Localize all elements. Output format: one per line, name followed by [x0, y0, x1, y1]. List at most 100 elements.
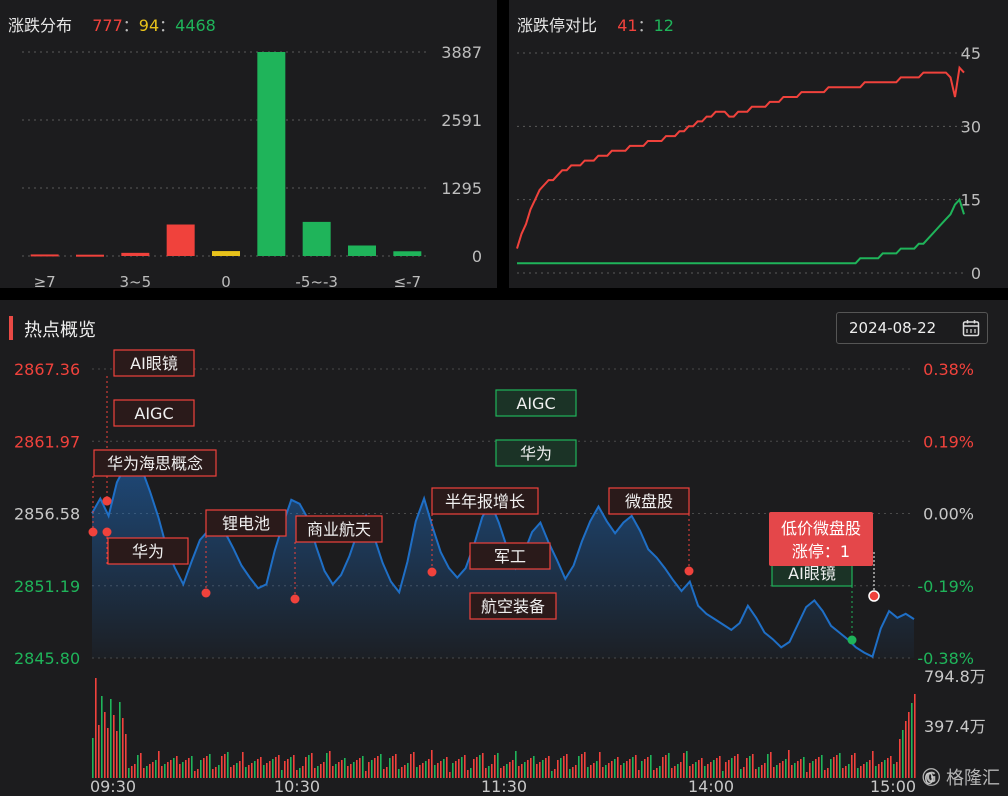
y-tick-label-right: 0.00%: [923, 505, 974, 524]
marker-box[interactable]: [469, 592, 557, 620]
volume-bar: [812, 761, 814, 778]
volume-bar: [692, 764, 694, 778]
volume-bar: [152, 762, 154, 778]
volume-bar: [671, 768, 673, 778]
volume-bar: [623, 763, 625, 778]
bar: [121, 252, 150, 256]
volume-bar: [734, 756, 736, 778]
volume-bar: [638, 770, 640, 778]
marker-box[interactable]: [469, 542, 551, 570]
volume-bar: [488, 766, 490, 778]
marker-box[interactable]: [107, 537, 189, 565]
volume-bar: [326, 753, 328, 778]
marker-label: 华为: [132, 542, 164, 561]
volume-bar: [641, 761, 643, 778]
volume-bar: [284, 761, 286, 778]
volume-bar: [857, 768, 859, 778]
marker-box[interactable]: [431, 487, 539, 515]
tooltip-value: 涨停：1: [792, 542, 850, 561]
marker-box[interactable]: [295, 515, 383, 543]
volume-bar: [98, 725, 100, 778]
sep: ：: [637, 16, 654, 35]
volume-bar: [185, 760, 187, 778]
marker-dot[interactable]: [102, 527, 112, 537]
volume-bar: [887, 758, 889, 778]
volume-bar: [389, 758, 391, 778]
volume-bar: [779, 763, 781, 778]
marker-box[interactable]: [608, 487, 690, 515]
marker-dot[interactable]: [290, 594, 300, 604]
volume-bar: [479, 755, 481, 778]
marker-dot[interactable]: [847, 635, 857, 645]
marker-box[interactable]: [113, 349, 195, 377]
flat-count: 94: [138, 16, 160, 35]
y-tick-label: 2591: [441, 111, 482, 130]
marker-dot[interactable]: [102, 496, 112, 506]
marker-dot[interactable]: [201, 588, 211, 598]
volume-bar: [314, 768, 316, 778]
marker-box[interactable]: [113, 399, 195, 427]
volume-bar: [644, 759, 646, 778]
marker-box[interactable]: [495, 439, 577, 467]
volume-bar: [527, 760, 529, 778]
volume-bar: [608, 763, 610, 778]
volume-bar: [521, 764, 523, 778]
volume-bar: [266, 763, 268, 778]
x-tick-label: 09:30: [90, 777, 136, 796]
volume-bar: [770, 752, 772, 778]
up-count: 777: [92, 16, 123, 35]
volume-tick-label: 397.4万: [924, 717, 986, 736]
volume-bar: [653, 770, 655, 778]
volume-bar: [764, 763, 766, 778]
marker-label: 华为海思概念: [107, 454, 203, 473]
marker-box[interactable]: [93, 449, 217, 477]
marker-dot[interactable]: [88, 527, 98, 537]
volume-bar: [752, 754, 754, 778]
volume-bar: [233, 765, 235, 778]
volume-bar: [500, 768, 502, 778]
marker-dot[interactable]: [427, 567, 437, 577]
volume-bar: [761, 765, 763, 778]
x-tick-label: 0: [221, 273, 231, 288]
calendar-icon[interactable]: [962, 319, 980, 337]
marker-label: 军工: [494, 547, 526, 566]
volume-bar: [404, 765, 406, 778]
down-count: 4468: [175, 16, 216, 35]
ratio-panel: 涨跌停对比 41：12 45 30 15 0: [509, 0, 1008, 288]
volume-bar: [374, 758, 376, 778]
marker-dot[interactable]: [684, 566, 694, 576]
date-value: 2024-08-22: [849, 319, 937, 337]
volume-bar: [140, 753, 142, 778]
volume-bar: [860, 766, 862, 778]
marker-label: 华为: [520, 444, 552, 463]
volume-bar: [101, 696, 103, 778]
volume-bar: [896, 762, 898, 778]
volume-bar: [95, 678, 97, 778]
volume-bar: [539, 762, 541, 778]
date-picker[interactable]: 2024-08-22: [836, 312, 988, 344]
volume-bar: [557, 760, 559, 778]
volume-bar: [470, 768, 472, 778]
limit-down-count: 12: [653, 16, 674, 35]
volume-bar: [773, 767, 775, 778]
volume-bar: [767, 754, 769, 778]
volume-tick-label: 794.8万: [924, 667, 986, 686]
volume-bar: [377, 756, 379, 778]
volume-bar: [758, 767, 760, 778]
volume-bar: [650, 755, 652, 778]
tooltip-dot: [868, 590, 880, 602]
volume-bar: [689, 766, 691, 778]
volume-bar: [278, 755, 280, 778]
marker-box[interactable]: [495, 389, 577, 417]
volume-bar: [563, 756, 565, 778]
volume-bar: [866, 762, 868, 778]
marker-box[interactable]: [205, 509, 287, 537]
volume-bar: [854, 753, 856, 778]
volume-bar: [467, 770, 469, 778]
volume-bar: [785, 759, 787, 778]
volume-bar: [143, 768, 145, 778]
hot-overview-panel: 2867.36 2861.97 2856.58 2851.19 2845.80 0.38%…: [0, 300, 1008, 796]
bar: [76, 254, 104, 257]
volume-bar: [572, 767, 574, 778]
marker-label: AI眼镜: [788, 564, 836, 583]
